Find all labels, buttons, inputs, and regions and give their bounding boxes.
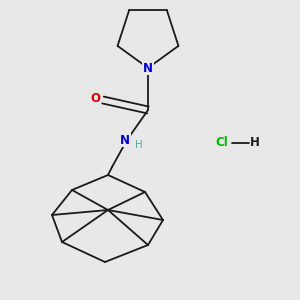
- Text: Cl: Cl: [216, 136, 228, 149]
- Text: O: O: [90, 92, 100, 104]
- Text: N: N: [143, 61, 153, 74]
- Text: H: H: [250, 136, 260, 149]
- Text: N: N: [120, 134, 130, 146]
- Text: H: H: [135, 140, 143, 150]
